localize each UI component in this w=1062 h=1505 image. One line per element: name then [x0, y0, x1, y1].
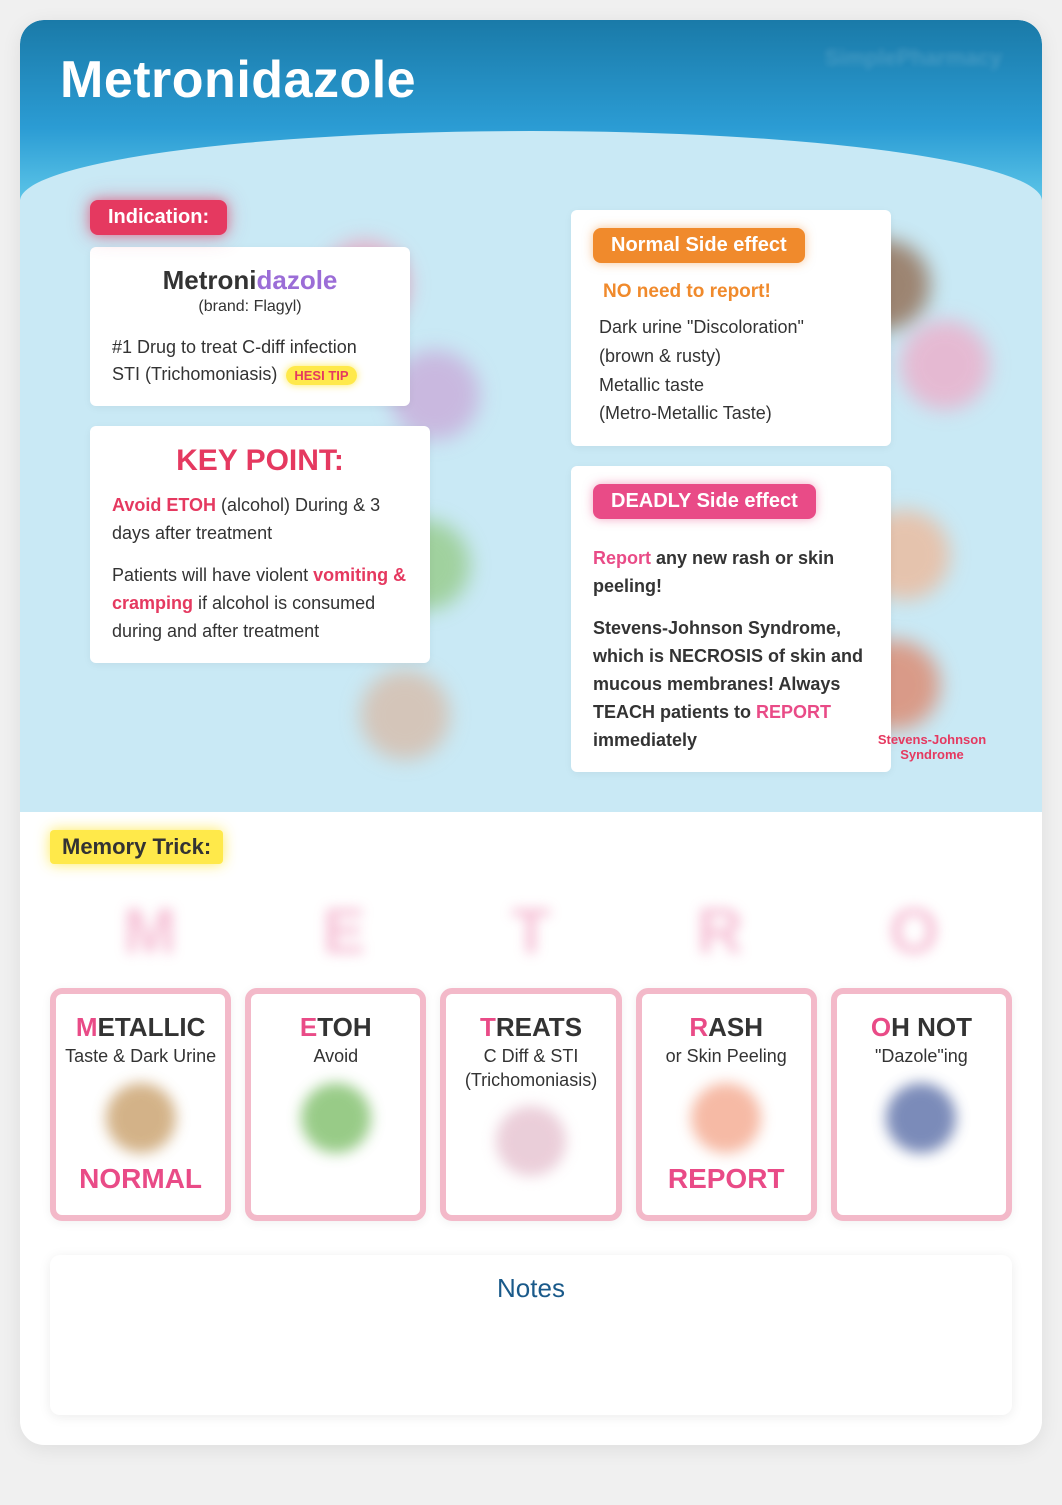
metro-card: TREATSC Diff & STI (Trichomoniasis)	[440, 988, 621, 1220]
metro-card: RASHor Skin Peeling REPORT	[636, 988, 817, 1220]
deadly-report: Report any new rash or skin peeling!	[593, 545, 869, 601]
metro-card-title: METALLIC	[76, 1012, 206, 1043]
metro-cards-row: METALLICTaste & Dark Urine NORMAL ETOHAvoi…	[50, 988, 1012, 1220]
deadly-se-badge: DEADLY Side effect	[593, 484, 816, 519]
metro-card: METALLICTaste & Dark Urine NORMAL	[50, 988, 231, 1220]
metro-card-icon	[496, 1106, 566, 1176]
metro-card-sub: or Skin Peeling	[666, 1045, 787, 1068]
sjs-caption: Stevens-Johnson Syndrome	[847, 732, 1017, 762]
right-column: Normal Side effect NO need to report! Da…	[571, 200, 1012, 792]
notes-title: Notes	[68, 1273, 994, 1304]
indication-list: #1 Drug to treat C-diff infection STI (T…	[112, 334, 388, 388]
memory-trick-title: Memory Trick:	[50, 830, 223, 864]
brand-name: (brand: Flagyl)	[112, 298, 388, 316]
normal-se-badge: Normal Side effect	[593, 228, 805, 263]
drug-name-suffix: dazole	[256, 265, 337, 295]
normal-side-effect-card: Normal Side effect NO need to report! Da…	[571, 210, 891, 446]
hesi-tip-badge: HESI TIP	[286, 366, 356, 385]
drug-name: Metronidazole	[163, 265, 338, 295]
sjs-2: immediately	[593, 730, 697, 750]
normal-se-2a: Metallic taste	[599, 371, 869, 400]
metro-card-footer: NORMAL	[79, 1163, 202, 1195]
metro-big-letter: M	[123, 894, 176, 968]
report-word: Report	[593, 548, 651, 568]
indication-badge: Indication:	[90, 200, 227, 235]
notes-box: Notes	[50, 1255, 1012, 1415]
metro-card-sub: Avoid	[313, 1045, 358, 1068]
metro-big-letter: O	[889, 894, 939, 968]
key-point-2: Patients will have violent vomiting & cr…	[112, 562, 408, 646]
indication-line-1: #1 Drug to treat C-diff infection	[112, 334, 388, 361]
normal-se-1b: (brown & rusty)	[599, 342, 869, 371]
metro-card-icon	[691, 1083, 761, 1153]
metro-card-sub: Taste & Dark Urine	[65, 1045, 216, 1068]
indication-line-2: STI (Trichomoniasis)	[112, 364, 277, 384]
metro-card-sub: C Diff & STI (Trichomoniasis)	[454, 1045, 607, 1092]
metro-letters-row: METRO	[50, 894, 1012, 968]
key-point-card: KEY POINT: Avoid ETOH (alcohol) During &…	[90, 426, 430, 663]
metro-big-letter: R	[697, 894, 743, 968]
metro-card-icon	[886, 1083, 956, 1153]
metro-card-sub: "Dazole"ing	[875, 1045, 968, 1068]
sjs-hl: REPORT	[756, 702, 831, 722]
avoid-etoh: Avoid ETOH	[112, 495, 216, 515]
page-header: Metronidazole SimplePharmacy	[20, 20, 1042, 200]
indication-card: Metronidazole (brand: Flagyl) #1 Drug to…	[90, 247, 410, 406]
kp2a: Patients will have violent	[112, 565, 313, 585]
metro-card: ETOHAvoid	[245, 988, 426, 1220]
metro-card-title: RASH	[689, 1012, 763, 1043]
metro-card-title: TREATS	[480, 1012, 582, 1043]
metro-big-letter: E	[323, 894, 366, 968]
study-sheet: Metronidazole SimplePharmacy Indication:…	[20, 20, 1042, 1445]
content-columns: Indication: Metronidazole (brand: Flagyl…	[20, 200, 1042, 812]
key-point-title: KEY POINT:	[112, 444, 408, 478]
metro-card-icon	[301, 1083, 371, 1153]
sjs-text: Stevens-Johnson Syndrome, which is NECRO…	[593, 615, 869, 754]
metro-card-title: ETOH	[300, 1012, 372, 1043]
metro-big-letter: T	[511, 894, 550, 968]
watermark: SimplePharmacy	[825, 45, 1002, 71]
metro-card-footer: REPORT	[668, 1163, 785, 1195]
no-need-report: NO need to report!	[603, 281, 869, 303]
deadly-side-effect-card: DEADLY Side effect Report any new rash o…	[571, 466, 891, 772]
metro-card: OH NOT"Dazole"ing	[831, 988, 1012, 1220]
metro-card-icon	[106, 1083, 176, 1153]
memory-trick-section: Memory Trick: M E T R O METALLICTaste & Dark…	[20, 812, 1042, 1230]
normal-se-2b: (Metro-Metallic Taste)	[599, 399, 869, 428]
normal-se-1a: Dark urine "Discoloration"	[599, 313, 869, 342]
indication-line-2-row: STI (Trichomoniasis) HESI TIP	[112, 361, 388, 388]
left-column: Indication: Metronidazole (brand: Flagyl…	[90, 200, 531, 792]
metro-card-title: OH NOT	[871, 1012, 972, 1043]
drug-name-prefix: Metroni	[163, 265, 257, 295]
key-point-1: Avoid ETOH (alcohol) During & 3 days aft…	[112, 492, 408, 548]
